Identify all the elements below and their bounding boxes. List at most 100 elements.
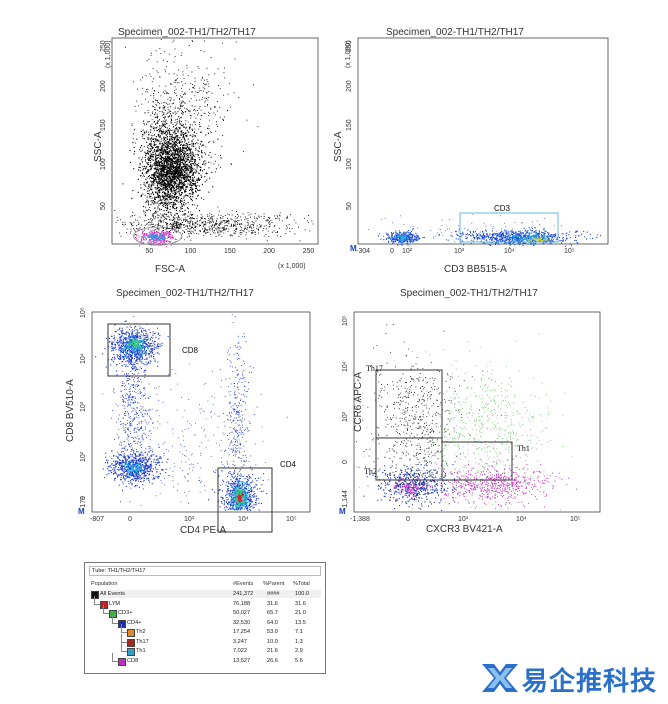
tick-label: 150: [223, 248, 236, 255]
percent-total: 21.0: [295, 610, 306, 616]
events-count: 241,372: [233, 591, 254, 597]
gate-cd3: [459, 212, 559, 243]
column-header: %Total: [293, 581, 310, 587]
plot-cd3-ssc: Specimen_002-TH1/TH2/TH17 CD3 BB515-A SS…: [330, 0, 668, 280]
plot-title: Specimen_002-TH1/TH2/TH17: [116, 288, 254, 299]
column-header: %Parent: [263, 581, 285, 587]
population-color-swatch: [118, 657, 126, 666]
population-color-swatch: [127, 629, 135, 637]
gate-lym: [133, 226, 183, 246]
tick-label: 150: [346, 119, 353, 132]
percent-parent: 53.0: [267, 629, 278, 635]
tree-connector: [121, 643, 127, 652]
table-row: Th1 7,022 21.6 2.9: [89, 643, 321, 656]
tick-label: 10⁴: [342, 361, 349, 372]
gate-cd8: [107, 323, 171, 377]
plot-area: [357, 37, 609, 249]
plot-frame: [357, 37, 609, 245]
tick-label: 100: [100, 158, 107, 171]
watermark-logo: 易企推科技: [478, 658, 668, 698]
population-color-swatch: [100, 600, 108, 609]
percent-total: 31.6: [295, 600, 306, 607]
tick-label: -1,388: [350, 516, 370, 523]
tick-label: 50: [346, 201, 353, 210]
tree-connector: [103, 605, 109, 614]
percent-total: 13.5: [295, 619, 306, 626]
x-unit-label: (x 1,000): [278, 263, 306, 270]
plot-frame: [91, 311, 311, 513]
tick-label: -304: [356, 248, 371, 255]
scatter-points: [114, 39, 314, 243]
gate-label-th1: Th1: [517, 444, 530, 453]
tick-label: 10⁴: [504, 248, 515, 255]
population-color-swatch: [118, 619, 126, 628]
table-header: Population #Events %Parent %Total: [89, 581, 321, 588]
tick-label: 10³: [80, 401, 87, 412]
table-row: CD3+ 50,027 65.7 21.0: [89, 605, 321, 618]
plot-cd4-cd8: Specimen_002-TH1/TH2/TH17 CD4 PE-A CD8 B…: [0, 282, 330, 552]
tick-label: 50: [145, 248, 154, 255]
tick-label: 10²: [402, 248, 413, 255]
tick-label: 10⁵: [564, 248, 575, 255]
percent-total: 7.1: [295, 629, 303, 635]
tick-label: 10⁵: [342, 315, 349, 326]
tick-label: 150: [100, 119, 107, 132]
tick-label: 0: [80, 496, 87, 500]
m-badge: M: [78, 507, 85, 516]
events-count: 7,022: [233, 648, 247, 654]
tree-connector: [94, 595, 100, 605]
percent-parent: 64.0: [267, 619, 278, 626]
tick-label: -807: [90, 516, 105, 523]
tick-label: 10³: [454, 248, 465, 255]
population-name: Th17: [136, 638, 149, 645]
population-name: CD3+: [118, 610, 133, 616]
population-color-swatch: [91, 591, 99, 599]
tick-label: 250: [346, 40, 353, 53]
tick-label: -1,144: [342, 490, 349, 510]
tick-label: 200: [100, 80, 107, 92]
tick-label: 10⁴: [80, 353, 87, 364]
tree-connector: [112, 652, 118, 662]
tree-connector: [121, 624, 127, 633]
tube-label: Tube: TH1/TH2/TH17: [89, 566, 321, 576]
scatter-points: [95, 314, 288, 511]
gate-label-cd8: CD8: [182, 346, 199, 355]
population-name: Th1: [136, 648, 146, 654]
tick-label: 10⁴: [238, 516, 249, 523]
tick-label: 250: [302, 248, 315, 255]
percent-parent: 31.6: [267, 600, 278, 607]
percent-parent: 10.0: [267, 638, 278, 645]
column-header: #Events: [233, 581, 254, 587]
scatter-points: [368, 213, 602, 249]
population-color-swatch: [109, 610, 117, 618]
population-name: CD4+: [127, 619, 142, 626]
population-name: All Events: [100, 591, 125, 597]
tick-label: 200: [346, 80, 353, 92]
table-row: All Events 241,372 #### 100.0: [89, 590, 321, 599]
tick-label: 10⁴: [516, 516, 527, 523]
tick-label: 0: [406, 516, 410, 523]
x-axis-label: CD3 BB515-A: [444, 264, 507, 275]
x-axis-label: FSC-A: [155, 264, 185, 275]
table-row: Th2 17,254 53.0 7.1: [89, 624, 321, 637]
tick-label: 250: [100, 40, 107, 53]
table-row: CD8 13,527 26.6 5.6: [89, 652, 321, 666]
tree-connector: [112, 614, 118, 624]
x-axis-label: CXCR3 BV421-A: [426, 524, 503, 535]
plot-frame: [111, 37, 319, 245]
plot-title: Specimen_002-TH1/TH2/TH17: [118, 27, 256, 38]
gate-label-cd4: CD4: [280, 460, 297, 469]
x-axis-label: CD4 PE-A: [180, 525, 227, 536]
gate-label-th2: Th2: [364, 467, 377, 476]
percent-total: 1.3: [295, 638, 303, 645]
plot-area: [111, 37, 319, 248]
population-name: CD8: [127, 657, 139, 664]
plot-fsc-ssc: Specimen_002-TH1/TH2/TH17 FSC-A SSC-A (x…: [0, 0, 340, 280]
population-name: LYM: [109, 600, 121, 607]
gate-label-cd3: CD3: [494, 204, 511, 213]
percent-total: 2.9: [295, 648, 303, 654]
tick-label: 10⁵: [286, 516, 297, 523]
tick-label: 10³: [342, 411, 349, 422]
lym-points: [130, 228, 186, 248]
y-axis-label: SSC-A: [333, 131, 344, 162]
